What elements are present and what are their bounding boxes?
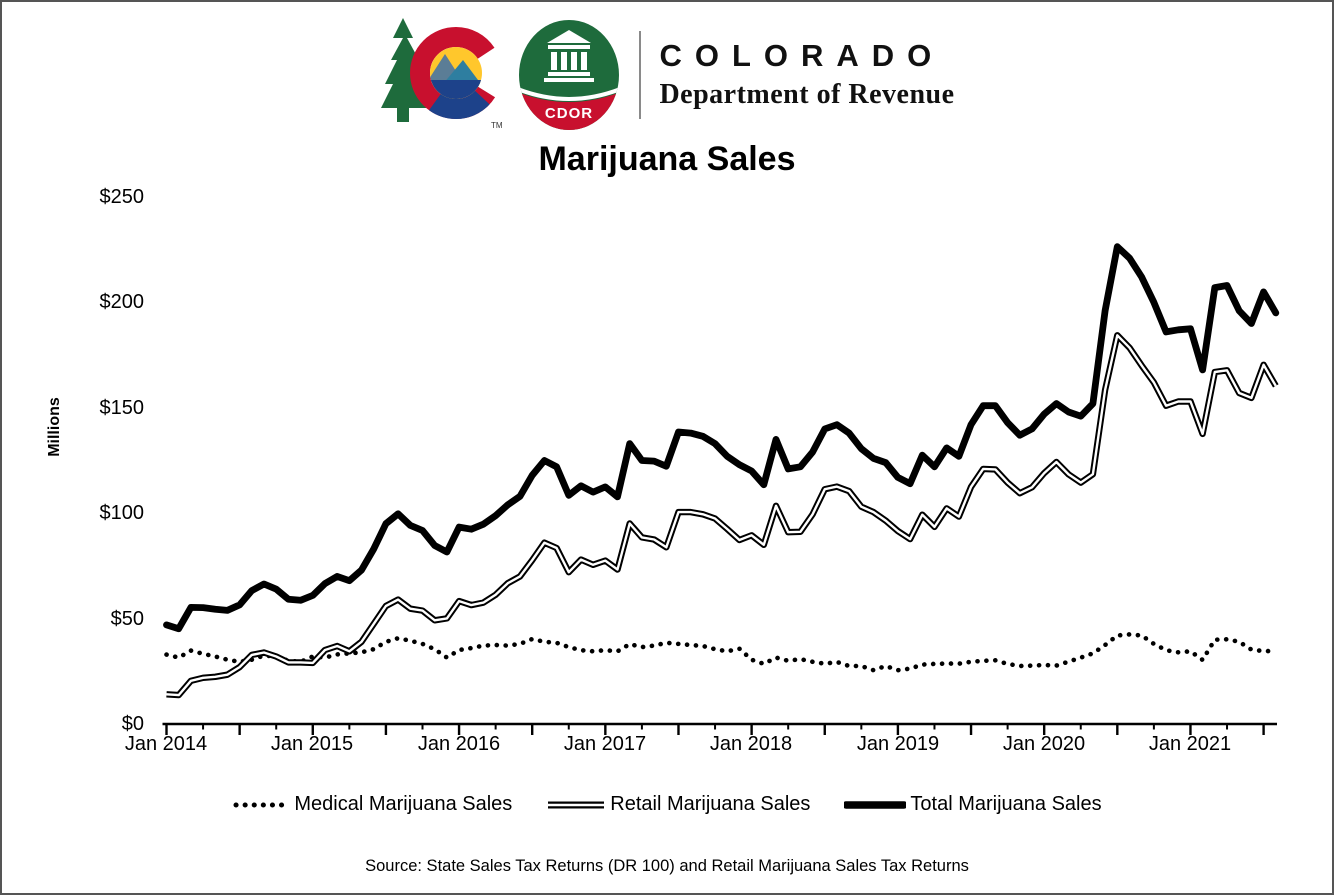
y-axis-title: Millions — [46, 397, 63, 457]
x-tick-2021: Jan 2021 — [1149, 733, 1231, 755]
double-line-swatch-icon — [548, 801, 605, 808]
y-tick-50: $50 — [111, 608, 144, 630]
trademark-symbol: TM — [491, 121, 503, 130]
y-tick-250: $250 — [100, 186, 145, 208]
logo-divider — [639, 31, 642, 119]
badge-text: CDOR — [545, 105, 593, 122]
y-tick-200: $200 — [100, 291, 145, 313]
legend-label-medical: Medical Marijuana Sales — [294, 793, 513, 815]
x-tick-2019: Jan 2019 — [857, 733, 939, 755]
brand-subtitle: Department of Revenue — [659, 78, 955, 110]
mountain-right — [443, 60, 482, 84]
brand-text: COLORADO Department of Revenue — [659, 39, 954, 110]
x-tick-2020: Jan 2020 — [1003, 733, 1085, 755]
capitol-building-icon — [544, 30, 595, 82]
colorado-state-logo-icon: TM — [381, 18, 503, 130]
legend-item-medical: Medical Marijuana Sales — [232, 793, 512, 816]
logo-cluster: TM — [379, 16, 621, 134]
header: TM — [2, 14, 1332, 136]
x-tick-2014: Jan 2014 — [125, 733, 207, 755]
x-tick-2017: Jan 2017 — [564, 733, 646, 755]
dotted-line-swatch-icon — [233, 802, 291, 807]
y-tick-100: $100 — [100, 502, 145, 524]
chart-legend: Medical Marijuana Sales Retail Marijuana… — [2, 793, 1332, 816]
cdor-badge-logo-icon: CDOR — [519, 20, 620, 130]
legend-item-retail: Retail Marijuana Sales — [546, 793, 810, 816]
x-tick-2015: Jan 2015 — [271, 733, 353, 755]
source-note: Source: State Sales Tax Returns (DR 100)… — [365, 857, 969, 875]
legend-label-retail: Retail Marijuana Sales — [610, 793, 811, 815]
y-tick-0: $0 — [122, 713, 144, 735]
thick-line-swatch-icon — [844, 800, 907, 809]
brand-name: COLORADO — [659, 38, 945, 74]
legend-label-total: Total Marijuana Sales — [910, 793, 1102, 815]
chart-series-layer — [162, 243, 1280, 735]
legend-item-total: Total Marijuana Sales — [844, 793, 1102, 816]
mountain-base — [430, 80, 483, 99]
page-title: Marijuana Sales — [538, 140, 796, 178]
badge-separator — [519, 86, 620, 101]
y-tick-150: $150 — [100, 397, 145, 419]
x-tick-2018: Jan 2018 — [710, 733, 792, 755]
colorado-c-navy-arc — [410, 27, 503, 119]
x-tick-2016: Jan 2016 — [418, 733, 500, 755]
